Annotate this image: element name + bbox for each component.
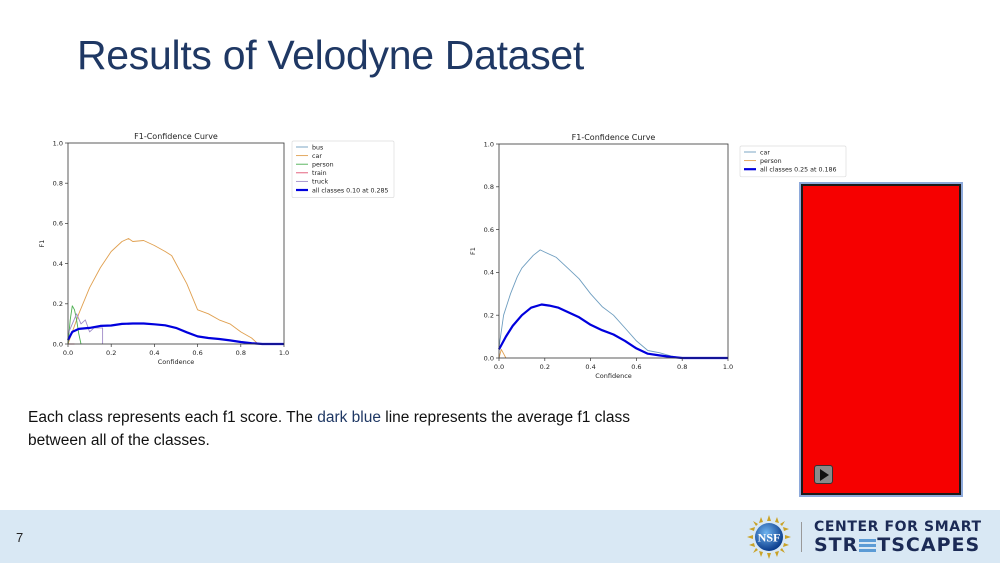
svg-text:bus: bus bbox=[312, 144, 323, 151]
svg-text:NSF: NSF bbox=[758, 531, 781, 545]
slide-footer: 7 bbox=[0, 510, 1000, 563]
svg-text:car: car bbox=[760, 149, 770, 156]
brand-line-2-b: TSCAPES bbox=[877, 533, 981, 556]
svg-text:0.4: 0.4 bbox=[585, 363, 595, 371]
svg-text:0.0: 0.0 bbox=[484, 354, 494, 362]
svg-text:0.0: 0.0 bbox=[63, 349, 73, 357]
svg-text:0.6: 0.6 bbox=[192, 349, 202, 357]
svg-text:0.0: 0.0 bbox=[494, 363, 504, 371]
svg-text:0.4: 0.4 bbox=[53, 260, 63, 268]
svg-text:0.6: 0.6 bbox=[53, 220, 63, 228]
svg-text:0.2: 0.2 bbox=[540, 363, 550, 371]
svg-text:F1-Confidence Curve: F1-Confidence Curve bbox=[572, 133, 656, 142]
svg-text:truck: truck bbox=[312, 179, 329, 186]
svg-text:0.8: 0.8 bbox=[484, 183, 494, 191]
f1-confidence-chart-left: F1-Confidence Curve 0.0 0.2 0.4 0.6 0.8 1.0 0.0… bbox=[30, 128, 400, 373]
svg-text:train: train bbox=[312, 170, 327, 177]
svg-text:0.2: 0.2 bbox=[53, 300, 63, 308]
svg-text:0.8: 0.8 bbox=[677, 363, 687, 371]
svg-text:0.4: 0.4 bbox=[149, 349, 159, 357]
svg-text:0.0: 0.0 bbox=[53, 340, 63, 348]
caption-highlight: dark blue bbox=[317, 409, 381, 426]
svg-text:F1: F1 bbox=[469, 247, 477, 255]
svg-text:0.6: 0.6 bbox=[631, 363, 641, 371]
svg-text:all classes 0.25 at 0.186: all classes 0.25 at 0.186 bbox=[760, 167, 837, 174]
slide-title: Results of Velodyne Dataset bbox=[77, 32, 584, 78]
svg-text:1.0: 1.0 bbox=[723, 363, 733, 371]
nsf-logo-icon: NSF bbox=[747, 515, 791, 559]
svg-text:0.2: 0.2 bbox=[106, 349, 116, 357]
brand-line-1: CENTER FOR SMART bbox=[814, 518, 982, 535]
slide-caption: Each class represents each f1 score. The… bbox=[28, 406, 668, 452]
brand-line-2: STR TSCAPES bbox=[814, 533, 982, 556]
caption-text-1: Each class represents each f1 score. The bbox=[28, 409, 318, 426]
play-button-icon[interactable] bbox=[814, 465, 833, 484]
brand-line-2-a: STR bbox=[814, 533, 859, 556]
page-number: 7 bbox=[16, 530, 24, 545]
svg-text:0.6: 0.6 bbox=[484, 226, 494, 234]
center-for-smart-streetscapes-logo: CENTER FOR SMART STR TSCAPES bbox=[814, 520, 982, 555]
svg-text:1.0: 1.0 bbox=[484, 140, 494, 148]
svg-text:F1: F1 bbox=[38, 240, 46, 248]
svg-text:person: person bbox=[760, 158, 782, 165]
svg-text:1.0: 1.0 bbox=[53, 139, 63, 147]
svg-text:Confidence: Confidence bbox=[595, 372, 632, 380]
caption-text-2: line represents the average f1 class bet… bbox=[28, 409, 630, 449]
logo-divider bbox=[801, 522, 802, 552]
f1-confidence-chart-right: F1-Confidence Curve 0.0 0.2 0.4 0.6 0.8 1.0 0.0… bbox=[460, 128, 860, 383]
svg-text:person: person bbox=[312, 162, 334, 169]
svg-text:1.0: 1.0 bbox=[279, 349, 289, 357]
embedded-video[interactable] bbox=[799, 182, 963, 497]
svg-text:0.4: 0.4 bbox=[484, 269, 494, 277]
svg-text:0.8: 0.8 bbox=[53, 180, 63, 188]
equals-bars-icon bbox=[859, 538, 877, 552]
svg-text:all classes 0.10 at 0.285: all classes 0.10 at 0.285 bbox=[312, 187, 389, 194]
svg-text:Confidence: Confidence bbox=[158, 358, 195, 366]
svg-text:0.2: 0.2 bbox=[484, 312, 494, 320]
svg-text:car: car bbox=[312, 153, 322, 160]
svg-text:F1-Confidence Curve: F1-Confidence Curve bbox=[134, 132, 218, 141]
footer-logos: NSF CENTER FOR SMART STR TSCAPES bbox=[747, 514, 982, 560]
svg-text:0.8: 0.8 bbox=[236, 349, 246, 357]
